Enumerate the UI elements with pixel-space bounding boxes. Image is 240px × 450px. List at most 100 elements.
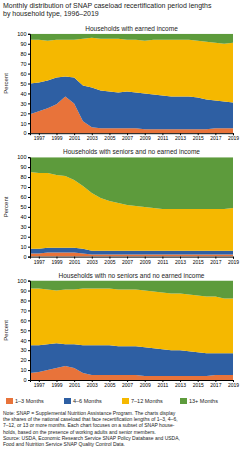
- tick-label: 90: [20, 164, 26, 170]
- y-axis: 0102030405060708090100: [17, 154, 30, 259]
- tick-label: 50: [20, 328, 26, 334]
- tick: 90: [20, 41, 30, 47]
- tick-label: 2005: [104, 382, 115, 388]
- legend-label: 1–3 Months: [15, 398, 44, 404]
- tick-label: 2009: [140, 382, 151, 388]
- tick-mark: [28, 197, 30, 198]
- plot-area: [30, 34, 233, 133]
- tick: 2011: [158, 380, 169, 388]
- tick-label: 2013: [175, 135, 186, 141]
- tick: 80: [20, 298, 30, 304]
- tick: 0: [23, 254, 30, 260]
- tick-mark: [28, 167, 30, 168]
- tick: 1999: [51, 133, 62, 141]
- tick-mark: [28, 320, 30, 321]
- tick-mark: [28, 360, 30, 361]
- note-line: Note: SNAP = Supplemental Nutrition Assi…: [3, 410, 176, 416]
- tick-label: 2017: [210, 382, 221, 388]
- tick: 10: [20, 121, 30, 127]
- tick-mark: [28, 281, 30, 282]
- tick-mark: [28, 310, 30, 311]
- tick-label: 10: [20, 121, 26, 127]
- tick-label: 40: [20, 338, 26, 344]
- y-axis-title: Percent: [3, 320, 9, 341]
- area: [30, 34, 233, 44]
- tick: 1999: [51, 257, 62, 265]
- tick-label: 1999: [51, 259, 62, 265]
- legend-label: 4–6 Months: [73, 398, 102, 404]
- tick-label: 90: [20, 41, 26, 47]
- tick: 2003: [87, 133, 98, 141]
- subtitle: Households with seniors and no earned in…: [63, 148, 200, 155]
- tick-mark: [28, 207, 30, 208]
- tick: 40: [20, 91, 30, 97]
- tick: 70: [20, 308, 30, 314]
- tick: 20: [20, 111, 30, 117]
- tick-label: 1997: [34, 259, 45, 265]
- chart: 1997199920012003200520072009201120132015…: [3, 272, 239, 388]
- tick-label: 70: [20, 184, 26, 190]
- tick-mark: [28, 157, 30, 158]
- tick-mark: [28, 123, 30, 124]
- tick-label: 2017: [210, 135, 221, 141]
- tick-label: 2015: [193, 135, 204, 141]
- tick: 2005: [104, 133, 115, 141]
- tick-label: 40: [20, 91, 26, 97]
- area: [30, 157, 233, 209]
- tick-label: 100: [17, 278, 26, 284]
- tick-mark: [28, 34, 30, 35]
- x-axis: 1997199920012003200520072009201120132015…: [31, 133, 240, 141]
- tick-mark: [28, 227, 30, 228]
- tick: 90: [20, 288, 30, 294]
- legend-item: 1–3 Months: [6, 398, 44, 404]
- tick: 2007: [122, 380, 133, 388]
- tick: 2013: [175, 257, 186, 265]
- legend-label: 13+ Months: [189, 398, 218, 404]
- title-line: by household type, 1996–2019: [3, 10, 99, 18]
- legend-swatch: [122, 398, 129, 404]
- tick-label: 2005: [104, 135, 115, 141]
- tick: 2017: [210, 133, 221, 141]
- tick-mark: [28, 350, 30, 351]
- tick: 1997: [34, 133, 45, 141]
- tick-mark: [28, 340, 30, 341]
- tick: 2013: [175, 380, 186, 388]
- tick-label: 2011: [158, 135, 169, 141]
- y-axis: 0102030405060708090100: [17, 278, 30, 383]
- tick-mark: [28, 370, 30, 371]
- tick: 2015: [193, 257, 204, 265]
- tick: 2015: [193, 380, 204, 388]
- tick: 2009: [140, 257, 151, 265]
- note-line: Source: USDA, Economic Research Service …: [3, 435, 180, 441]
- tick: 30: [20, 101, 30, 107]
- tick: 100: [17, 278, 30, 284]
- tick: 2017: [210, 380, 221, 388]
- tick-label: 20: [20, 111, 26, 117]
- tick-label: 0: [23, 254, 26, 260]
- tick: 10: [20, 367, 30, 373]
- tick-mark: [28, 84, 30, 85]
- tick-label: 2015: [193, 382, 204, 388]
- tick-mark: [28, 237, 30, 238]
- tick: 2009: [140, 133, 151, 141]
- tick: 2007: [122, 257, 133, 265]
- tick-label: 2019: [228, 135, 239, 141]
- tick: 1997: [34, 380, 45, 388]
- tick-label: 50: [20, 204, 26, 210]
- tick: 2007: [122, 133, 133, 141]
- tick: 1997: [34, 257, 45, 265]
- tick: 2005: [104, 380, 115, 388]
- tick: 40: [20, 214, 30, 220]
- tick-mark: [28, 54, 30, 55]
- tick-mark: [28, 93, 30, 94]
- tick-label: 2013: [175, 382, 186, 388]
- tick-label: 2017: [210, 259, 221, 265]
- tick: 2019: [228, 257, 239, 265]
- tick-label: 2001: [69, 259, 80, 265]
- tick-label: 2005: [104, 259, 115, 265]
- tick-label: 1997: [34, 135, 45, 141]
- note-line: holds, based on the presence of working …: [3, 429, 156, 435]
- tick-label: 60: [20, 71, 26, 77]
- tick-label: 50: [20, 81, 26, 87]
- note: Note: SNAP = Supplemental Nutrition Assi…: [3, 410, 180, 447]
